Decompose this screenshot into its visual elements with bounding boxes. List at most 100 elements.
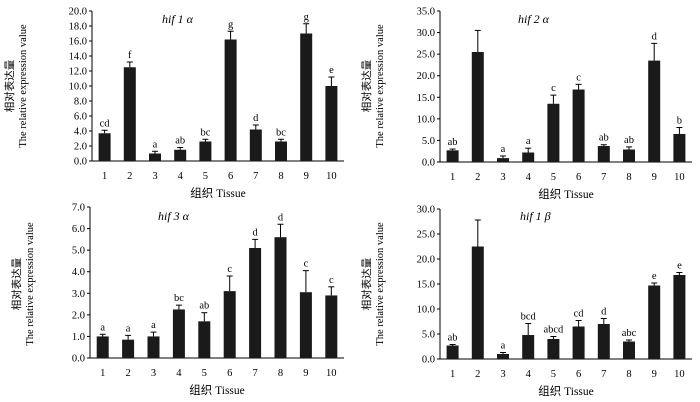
significance-label: c [551, 83, 556, 94]
significance-label: a [501, 341, 506, 352]
bar [446, 345, 459, 359]
y-tick-label: 35.0 [417, 7, 435, 18]
bar [623, 149, 635, 162]
significance-label: bc [276, 127, 286, 138]
bar [149, 153, 161, 161]
significance-label: bc [200, 127, 210, 138]
bar [648, 285, 661, 359]
y-tick-label: 10.0 [417, 305, 435, 316]
x-tick-label: 5 [551, 172, 556, 183]
y-tick-label: 8.0 [74, 97, 87, 108]
y-tick-label: 18.0 [69, 22, 87, 33]
x-tick-label: 1 [100, 368, 105, 379]
significance-label: ab [599, 133, 609, 144]
significance-label: c [576, 72, 581, 83]
bar [522, 152, 535, 162]
x-tick-label: 8 [626, 369, 631, 380]
significance-label: d [601, 307, 607, 318]
bar [172, 309, 185, 358]
y-tick-label: 30.0 [417, 28, 435, 39]
x-tick-label: 9 [652, 369, 657, 380]
significance-label: ab [624, 135, 634, 146]
bar [623, 341, 635, 359]
x-tick-label: 6 [227, 368, 232, 379]
significance-label: f [128, 50, 132, 61]
significance-label: a [151, 320, 156, 331]
x-tick-label: 4 [526, 172, 532, 183]
significance-label: a [526, 136, 531, 147]
y-tick-label: 20.0 [417, 71, 435, 82]
significance-label: bcd [521, 312, 537, 323]
y-tick-label: 4.0 [74, 127, 87, 138]
x-tick-label: 9 [652, 172, 657, 183]
y-tick-label: 5.0 [422, 136, 435, 147]
y-axis-title-en: The relative expression value [375, 222, 386, 346]
y-axis-title-cn: 相对表达量 [360, 59, 373, 112]
x-tick-label: 8 [278, 368, 283, 379]
y-tick-label: 5.0 [72, 246, 85, 257]
significance-label: a [100, 322, 105, 333]
x-tick-label: 7 [601, 172, 606, 183]
x-tick-label: 8 [278, 171, 283, 182]
y-tick-label: 20.0 [69, 7, 87, 18]
y-axis-title: 相对表达量 The relative expression value [360, 24, 386, 148]
significance-label: c [304, 259, 309, 270]
y-tick-label: 0.0 [72, 354, 85, 365]
bar [547, 339, 560, 359]
bar [325, 86, 338, 161]
significance-label: e [652, 271, 657, 282]
y-axis-title-cn: 相对表达量 [10, 257, 23, 310]
bar [275, 141, 287, 161]
bar [597, 324, 610, 359]
significance-label: a [153, 139, 158, 150]
y-tick-label: 0.0 [422, 355, 435, 366]
bar [446, 150, 459, 162]
significance-label: b [677, 115, 682, 126]
x-axis-title: 组织 Tissue [190, 186, 246, 200]
y-axis-title-en: The relative expression value [25, 222, 36, 346]
bar [325, 295, 338, 358]
x-tick-label: 2 [475, 369, 480, 380]
chart-panel-hif1a: 相对表达量 The relative expression value hif … [3, 7, 344, 200]
y-axis-title-cn: 相对表达量 [3, 59, 16, 112]
x-tick-label: 6 [228, 171, 233, 182]
significance-label: d [652, 31, 658, 42]
bar [249, 247, 262, 358]
x-tick-label: 7 [252, 368, 257, 379]
chart-title: hif 1 β [520, 209, 551, 223]
x-tick-label: 5 [202, 368, 207, 379]
x-tick-label: 1 [450, 172, 455, 183]
significance-label: ab [199, 301, 209, 312]
bar [547, 103, 560, 162]
y-tick-label: 20.0 [417, 255, 435, 266]
y-tick-label: 10.0 [417, 114, 435, 125]
x-tick-label: 1 [102, 171, 107, 182]
y-tick-label: 4.0 [72, 267, 85, 278]
x-axis-title: 组织 Tissue [189, 383, 245, 397]
bar [147, 336, 160, 358]
y-tick-label: 1.0 [72, 332, 85, 343]
y-axis-title: 相对表达量 The relative expression value [360, 222, 386, 346]
x-tick-label: 10 [326, 171, 337, 182]
x-tick-label: 9 [304, 171, 309, 182]
bar [300, 33, 313, 161]
x-tick-label: 5 [551, 369, 556, 380]
y-tick-label: 30.0 [417, 205, 435, 216]
significance-label: a [126, 323, 131, 334]
x-tick-label: 7 [601, 369, 606, 380]
x-tick-label: 3 [500, 172, 505, 183]
chart-title: hif 3 α [158, 209, 190, 223]
y-tick-label: 3.0 [72, 289, 85, 300]
bar [274, 237, 287, 358]
y-axis-title: 相对表达量 The relative expression value [10, 222, 36, 346]
significance-label: d [252, 227, 258, 238]
significance-label: ab [448, 333, 458, 344]
significance-label: ab [175, 136, 185, 147]
x-tick-label: 5 [203, 171, 208, 182]
x-tick-label: 2 [127, 171, 132, 182]
y-tick-label: 5.0 [422, 330, 435, 341]
significance-label: e [329, 65, 334, 76]
x-tick-label: 7 [253, 171, 258, 182]
significance-label: g [228, 19, 234, 30]
